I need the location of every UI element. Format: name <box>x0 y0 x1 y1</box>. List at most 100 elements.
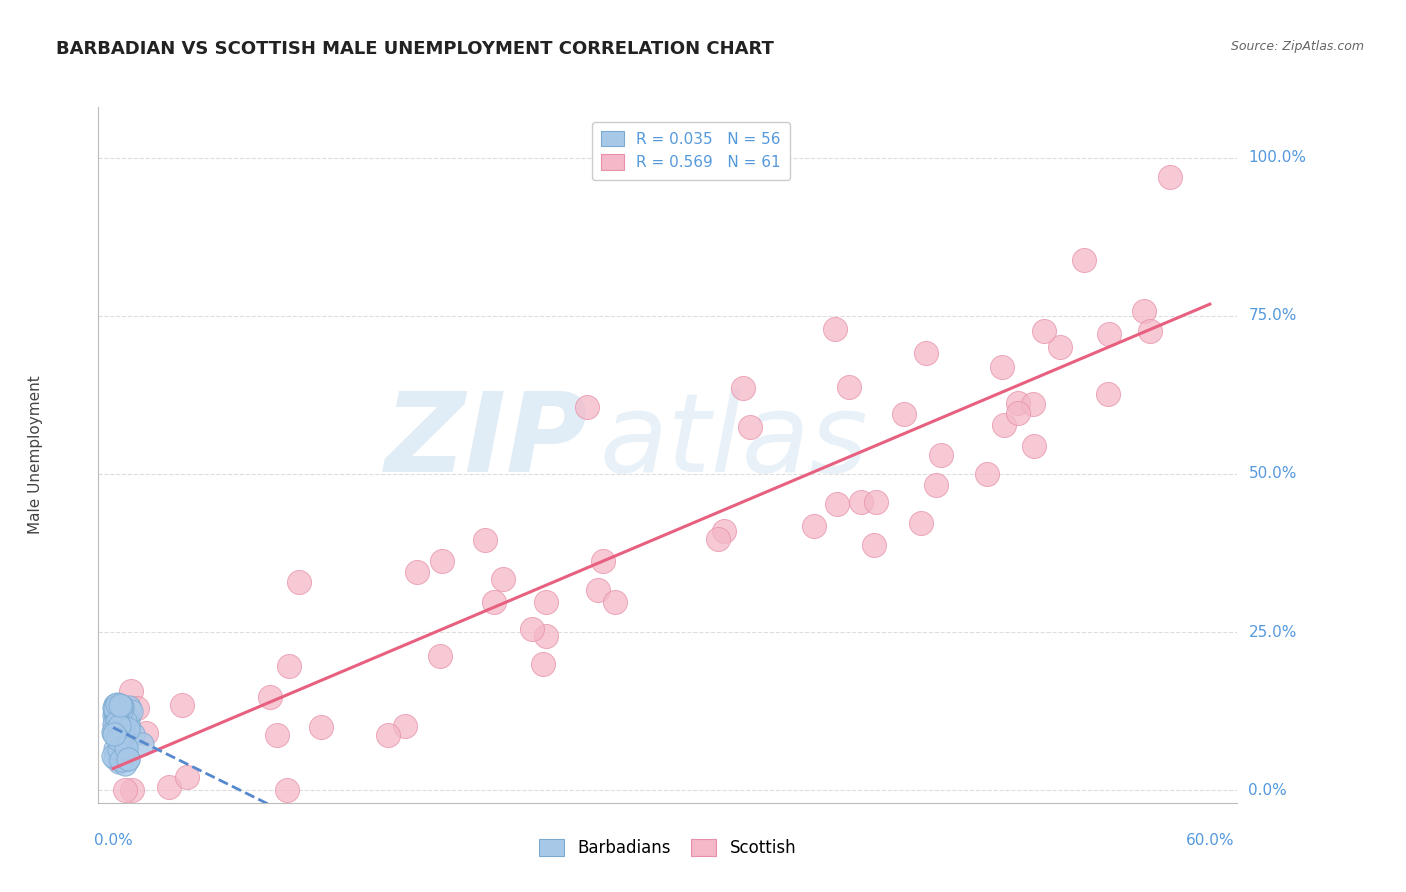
Point <box>731 381 754 395</box>
Point <box>108 716 131 731</box>
Point <box>429 649 451 664</box>
Point <box>117 716 139 731</box>
Point <box>104 698 127 712</box>
Point <box>114 756 136 771</box>
Point <box>127 701 149 715</box>
Point <box>104 725 127 739</box>
Text: Source: ZipAtlas.com: Source: ZipAtlas.com <box>1230 40 1364 54</box>
Text: Male Unemployment: Male Unemployment <box>28 376 44 534</box>
Point <box>1073 253 1095 268</box>
Point <box>103 727 125 741</box>
Point <box>405 565 427 579</box>
Point <box>824 322 846 336</box>
Point <box>914 346 936 360</box>
Point <box>706 532 728 546</box>
Point <box>492 572 515 586</box>
Point <box>111 743 134 757</box>
Point <box>278 659 301 673</box>
Point <box>111 739 134 754</box>
Point <box>430 554 453 568</box>
Point <box>101 725 124 739</box>
Point <box>103 707 125 722</box>
Point <box>114 714 136 729</box>
Point <box>117 712 139 726</box>
Point <box>849 494 872 508</box>
Point <box>110 753 132 767</box>
Point <box>105 714 128 729</box>
Point <box>176 770 198 784</box>
Point <box>1133 304 1156 318</box>
Point <box>1007 396 1029 410</box>
Point <box>377 728 399 742</box>
Point <box>111 700 134 714</box>
Point <box>474 533 496 547</box>
Point <box>104 706 127 720</box>
Point <box>110 699 132 714</box>
Point <box>925 477 948 491</box>
Point <box>531 657 554 671</box>
Point <box>105 726 128 740</box>
Point <box>110 698 132 713</box>
Point <box>1098 327 1121 342</box>
Point <box>394 719 416 733</box>
Point <box>103 748 125 763</box>
Point <box>104 708 127 723</box>
Point <box>111 709 134 723</box>
Point <box>108 742 131 756</box>
Point <box>1007 406 1029 420</box>
Point <box>110 727 132 741</box>
Text: 100.0%: 100.0% <box>1249 150 1306 165</box>
Point <box>108 755 131 769</box>
Point <box>105 697 128 711</box>
Point <box>117 752 139 766</box>
Point <box>103 701 125 715</box>
Point <box>110 743 132 757</box>
Point <box>110 746 132 760</box>
Point <box>576 400 599 414</box>
Point <box>1049 340 1071 354</box>
Point <box>107 718 129 732</box>
Point <box>117 752 139 766</box>
Point <box>103 717 125 731</box>
Point <box>117 722 139 736</box>
Point <box>105 713 128 727</box>
Point <box>1022 397 1045 411</box>
Point <box>135 725 157 739</box>
Point <box>976 467 998 481</box>
Point <box>586 583 609 598</box>
Point <box>157 780 180 794</box>
Point <box>103 751 125 765</box>
Point <box>114 783 136 797</box>
Point <box>520 622 543 636</box>
Point <box>1097 386 1119 401</box>
Point <box>110 724 132 739</box>
Point <box>110 704 132 718</box>
Point <box>111 721 134 735</box>
Point <box>108 735 131 749</box>
Text: 50.0%: 50.0% <box>1249 467 1296 482</box>
Point <box>121 783 143 797</box>
Point <box>259 690 281 704</box>
Point <box>825 497 848 511</box>
Text: 75.0%: 75.0% <box>1249 309 1296 323</box>
Point <box>104 742 127 756</box>
Point <box>131 737 153 751</box>
Point <box>1032 324 1054 338</box>
Point <box>1139 324 1161 338</box>
Point <box>910 516 932 530</box>
Point <box>120 704 142 718</box>
Point <box>170 698 193 713</box>
Point <box>929 448 952 462</box>
Point <box>863 538 886 552</box>
Text: BARBADIAN VS SCOTTISH MALE UNEMPLOYMENT CORRELATION CHART: BARBADIAN VS SCOTTISH MALE UNEMPLOYMENT … <box>56 40 775 58</box>
Point <box>991 359 1014 374</box>
Point <box>603 595 626 609</box>
Point <box>803 518 825 533</box>
Point <box>122 726 145 740</box>
Point <box>740 420 762 434</box>
Point <box>838 380 860 394</box>
Point <box>115 734 138 748</box>
Point <box>120 683 142 698</box>
Point <box>266 728 288 742</box>
Text: atlas: atlas <box>599 387 868 494</box>
